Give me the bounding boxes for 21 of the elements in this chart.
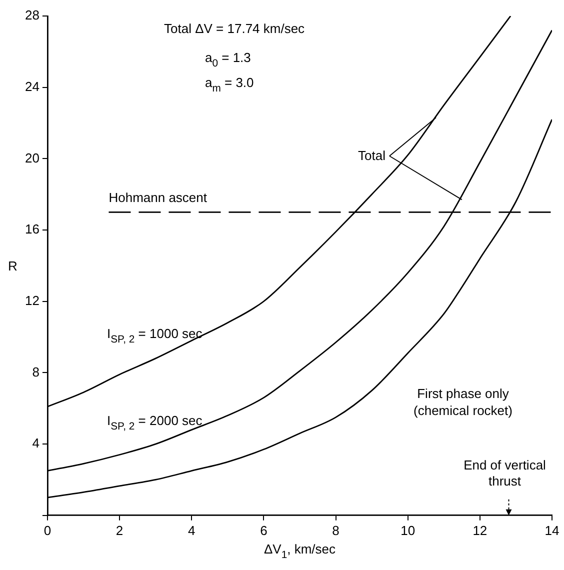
annotation: Total ΔV = 17.74 km/sec [164,21,306,36]
series-label: Hohmann ascent [108,190,208,206]
y-tick-label: 24 [24,78,40,94]
text: First phase only (chemical rocket) [414,386,512,418]
annotation: End of vertical thrust [464,457,546,488]
x-tick-label: 8 [332,522,340,538]
x-tick-label: 10 [400,522,416,538]
y-tick-label: 4 [32,436,40,451]
x-tick-label: 12 [472,522,488,538]
x-tick-label: 14 [544,522,560,538]
y-axis-title: R [8,258,18,274]
y-tick-label: 16 [24,222,40,237]
x-tick-label: 4 [188,522,196,538]
x-tick-label: 0 [44,522,52,538]
y-tick-label: 8 [32,364,40,380]
y-tick-label: 12 [24,292,40,308]
annotation: Total [358,148,386,163]
y-tick-label: 28 [24,8,40,23]
x-tick-label: 2 [116,522,124,538]
y-tick-label: 20 [24,150,40,166]
x-tick-label: 6 [260,522,268,538]
